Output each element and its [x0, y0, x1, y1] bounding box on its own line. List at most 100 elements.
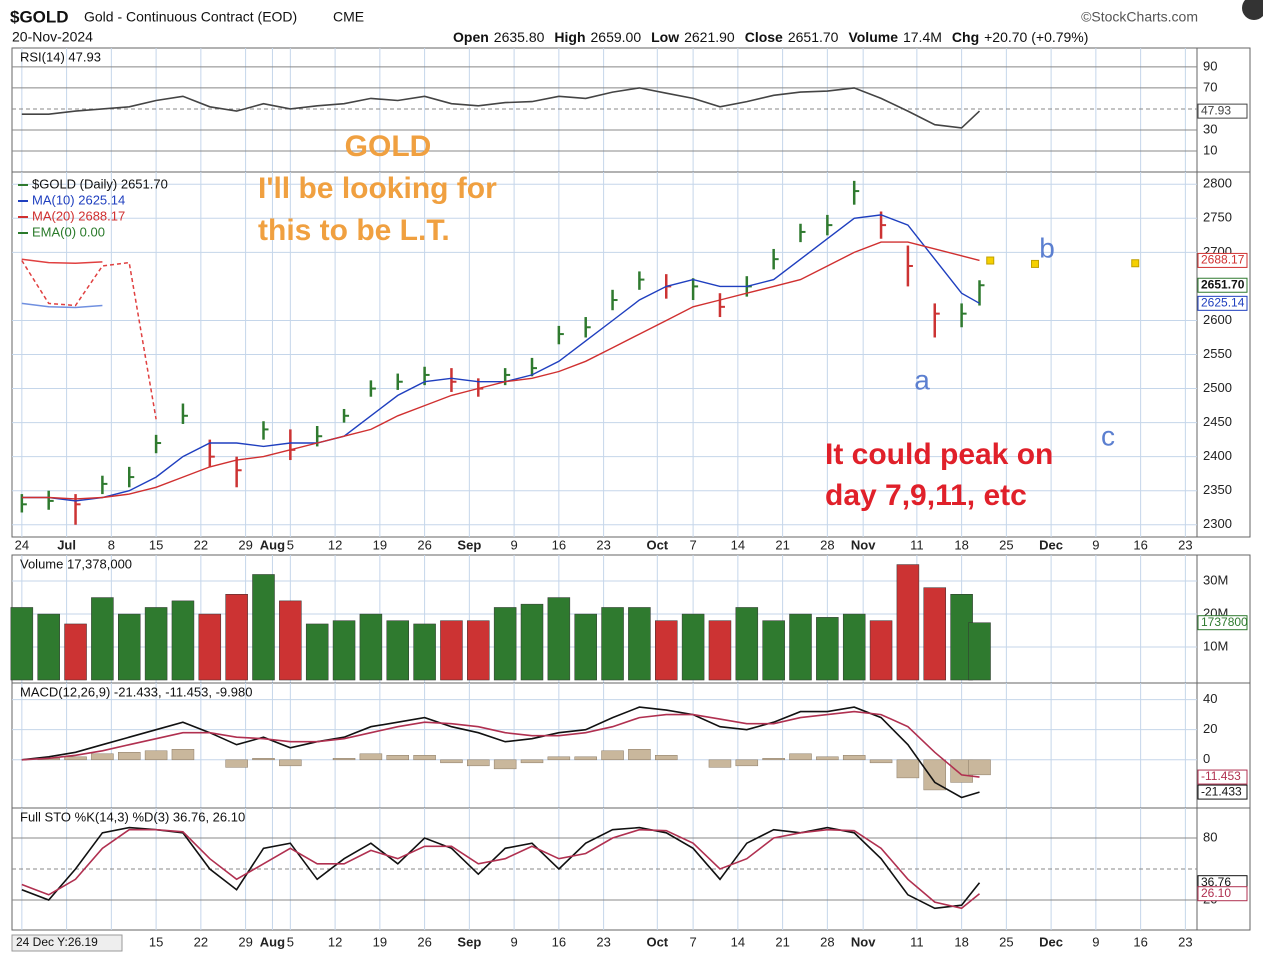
volume-bar: [708, 620, 732, 681]
stat-value: 17.4M: [903, 29, 942, 45]
x-tick-label: 8: [108, 537, 115, 552]
stat-value: 2659.00: [591, 29, 642, 45]
x-tick-label: Nov: [851, 537, 876, 552]
stat-label: Chg: [952, 29, 979, 45]
value-tag-label: -21.433: [1201, 784, 1242, 798]
volume-bar: [681, 613, 705, 681]
volume-bar: [968, 622, 991, 681]
value-tag: [1197, 277, 1248, 293]
histogram-bar: [413, 755, 436, 761]
histogram-bar: [332, 758, 356, 761]
source: ©StockCharts.com: [1081, 9, 1198, 25]
stat-label: Open: [453, 29, 489, 45]
x-tick-label: 18: [954, 537, 968, 552]
x-tick-label: 14: [731, 537, 745, 552]
date: 20-Nov-2024: [12, 29, 93, 45]
x-tick-label: Sep: [457, 934, 481, 949]
x-tick-label: Dec: [1039, 934, 1063, 949]
volume-bar: [386, 620, 410, 681]
volume-bar: [896, 564, 920, 681]
value-tag: [1197, 784, 1248, 800]
stat-label: High: [554, 29, 585, 45]
volume-bar: [252, 574, 275, 681]
y-tick-label: 20: [1203, 721, 1217, 736]
indicator-line: [21, 828, 981, 910]
histogram-bar: [440, 759, 463, 764]
volume-bar: [144, 607, 168, 681]
annotation: this to be L.T.: [258, 214, 450, 247]
panel-legend: Full STO %K(14,3) %D(3) 36.76, 26.10: [20, 809, 245, 824]
histogram-bar: [789, 753, 812, 761]
cursor-label: 24 Dec Y:26.19: [16, 935, 98, 949]
volume-bar: [601, 607, 624, 681]
y-tick-label: 10M: [1203, 638, 1228, 653]
x-tick-label: 16: [1133, 537, 1147, 552]
value-tag: [1197, 252, 1248, 268]
x-tick-label: 15: [149, 934, 163, 949]
value-tag: [1197, 886, 1248, 902]
volume-bar: [869, 620, 893, 681]
x-tick-label: 9: [1092, 934, 1099, 949]
volume-bar: [279, 600, 302, 681]
y-tick-label: 40: [1203, 691, 1217, 706]
x-tick-label: 21: [775, 934, 789, 949]
histogram-bar: [225, 759, 248, 768]
legend-entry: $GOLD (Daily) 2651.70: [32, 176, 168, 191]
x-tick-label: 12: [328, 537, 342, 552]
x-tick-label: 18: [954, 934, 968, 949]
x-tick-label: 23: [1178, 934, 1192, 949]
stat-value: 2621.90: [684, 29, 735, 45]
volume-bar: [655, 620, 678, 681]
x-tick-label: 9: [510, 537, 517, 552]
histogram-bar: [735, 759, 759, 767]
y-tick-label: 2400: [1203, 448, 1232, 463]
projection-marker: [1031, 259, 1040, 268]
x-tick-label: 21: [775, 537, 789, 552]
histogram-bar: [762, 758, 785, 761]
y-tick-label: 30: [1203, 121, 1217, 136]
value-tag: [1197, 769, 1248, 785]
histogram-bar: [547, 756, 571, 761]
panel-legend: MACD(12,26,9) -21.433, -11.453, -9.980: [20, 684, 252, 699]
x-tick-label: 16: [1133, 934, 1147, 949]
x-tick-label: 25: [999, 537, 1013, 552]
x-tick-label: Dec: [1039, 537, 1063, 552]
x-tick-label: 11: [910, 537, 924, 552]
x-tick-label: Aug: [260, 934, 285, 949]
y-tick-label: 30M: [1203, 572, 1228, 587]
indicator-line: [21, 87, 981, 129]
stat-value: 2651.70: [788, 29, 839, 45]
x-tick-label: 26: [417, 537, 431, 552]
x-tick-label: 23: [596, 537, 610, 552]
stat-value: 2635.80: [494, 29, 545, 45]
value-tag-label: 2688.17: [1201, 253, 1245, 267]
x-tick-label: 22: [194, 537, 208, 552]
histogram-bar: [574, 756, 597, 761]
x-tick-label: Oct: [646, 537, 668, 552]
histogram-bar: [708, 759, 732, 768]
panel-legend: RSI(14) 47.93: [20, 49, 101, 64]
histogram-bar: [655, 755, 678, 761]
histogram-bar: [91, 753, 114, 761]
volume-bar: [923, 587, 947, 681]
close-button[interactable]: [1242, 0, 1263, 20]
annotation: I'll be looking for: [258, 172, 497, 205]
histogram-bar: [467, 759, 490, 767]
moving-average: [21, 241, 980, 500]
value-tag-label: 2651.70: [1201, 277, 1245, 291]
quote-stats: Open 2635.80 High 2659.00 Low 2621.90 Close 265…: [453, 29, 1088, 45]
instrument-name: Gold - Continuous Contract (EOD): [84, 9, 297, 25]
x-tick-label: 7: [689, 934, 696, 949]
volume-bar: [305, 623, 329, 681]
x-tick-label: 16: [552, 934, 566, 949]
x-tick-label: 28: [820, 934, 834, 949]
projection-marker: [1131, 259, 1140, 268]
volume-bar: [547, 597, 571, 681]
volume-bar: [628, 607, 651, 681]
x-tick-label: 25: [999, 934, 1013, 949]
histogram-bar: [842, 755, 866, 761]
volume-bar: [332, 620, 356, 681]
legend-entry: MA(20) 2688.17: [32, 208, 125, 223]
